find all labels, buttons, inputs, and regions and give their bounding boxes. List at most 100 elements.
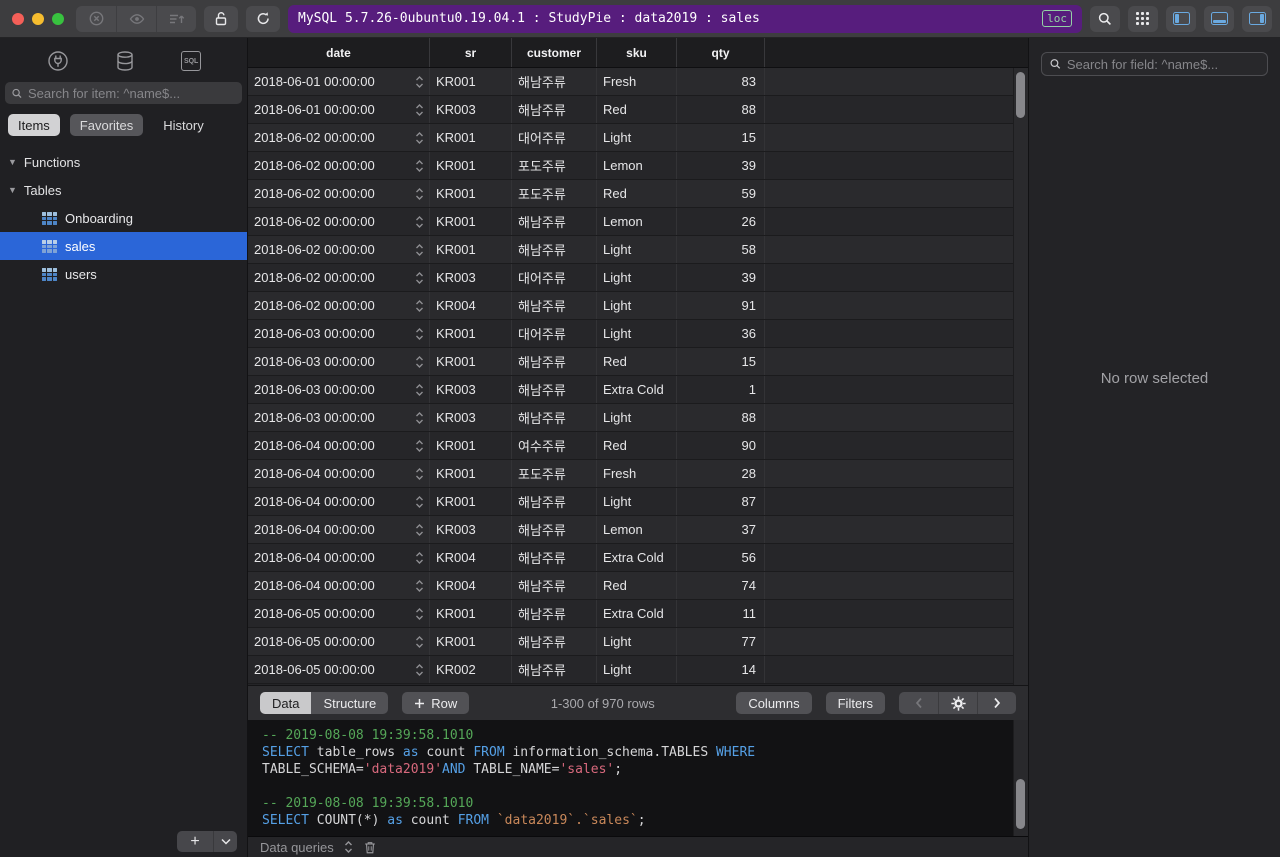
cell-qty[interactable]: 36 bbox=[677, 320, 765, 347]
cell-date[interactable]: 2018-06-02 00:00:00 bbox=[248, 152, 430, 179]
cell-sr[interactable]: KR003 bbox=[430, 376, 512, 403]
cell-sr[interactable]: KR004 bbox=[430, 572, 512, 599]
cell-sr[interactable]: KR001 bbox=[430, 208, 512, 235]
cell-qty[interactable]: 14 bbox=[677, 656, 765, 683]
cell-sku[interactable]: Light bbox=[597, 264, 677, 291]
up-down-stepper-icon[interactable] bbox=[415, 523, 424, 537]
up-down-stepper-icon[interactable] bbox=[415, 355, 424, 369]
cell-sr[interactable]: KR004 bbox=[430, 292, 512, 319]
cell-customer[interactable]: 해남주류 bbox=[512, 516, 597, 543]
cell-sr[interactable]: KR003 bbox=[430, 516, 512, 543]
close-window-button[interactable] bbox=[12, 12, 24, 25]
sidebar-item-sales[interactable]: sales bbox=[0, 232, 247, 260]
cell-qty[interactable]: 87 bbox=[677, 488, 765, 515]
cell-qty[interactable]: 88 bbox=[677, 96, 765, 123]
cell-date[interactable]: 2018-06-04 00:00:00 bbox=[248, 572, 430, 599]
cell-qty[interactable]: 39 bbox=[677, 264, 765, 291]
cell-customer[interactable]: 해남주류 bbox=[512, 236, 597, 263]
apps-grid-button[interactable] bbox=[1128, 5, 1158, 32]
cell-sku[interactable]: Lemon bbox=[597, 208, 677, 235]
sql-editor-icon[interactable]: SQL bbox=[181, 51, 202, 71]
toggle-left-panel-button[interactable] bbox=[1166, 5, 1196, 32]
cell-date[interactable]: 2018-06-03 00:00:00 bbox=[248, 404, 430, 431]
cell-date[interactable]: 2018-06-04 00:00:00 bbox=[248, 488, 430, 515]
cell-customer[interactable]: 해남주류 bbox=[512, 572, 597, 599]
cell-sku[interactable]: Lemon bbox=[597, 152, 677, 179]
up-down-stepper-icon[interactable] bbox=[415, 551, 424, 565]
up-down-stepper-icon[interactable] bbox=[415, 579, 424, 593]
table-row[interactable]: 2018-06-04 00:00:00 KR003 해남주류 Lemon 37 bbox=[248, 516, 1028, 544]
cell-date[interactable]: 2018-06-03 00:00:00 bbox=[248, 348, 430, 375]
up-down-stepper-icon[interactable] bbox=[415, 467, 424, 481]
up-down-stepper-icon[interactable] bbox=[415, 243, 424, 257]
sidebar-search-input[interactable] bbox=[28, 85, 236, 101]
tab-items[interactable]: Items bbox=[8, 114, 60, 136]
cell-qty[interactable]: 56 bbox=[677, 544, 765, 571]
cell-date[interactable]: 2018-06-04 00:00:00 bbox=[248, 460, 430, 487]
column-header-date[interactable]: date bbox=[248, 38, 430, 67]
up-down-stepper-icon[interactable] bbox=[415, 635, 424, 649]
cell-qty[interactable]: 59 bbox=[677, 180, 765, 207]
column-header-customer[interactable]: customer bbox=[512, 38, 597, 67]
preview-button[interactable] bbox=[116, 5, 156, 32]
cell-date[interactable]: 2018-06-02 00:00:00 bbox=[248, 124, 430, 151]
cell-date[interactable]: 2018-06-05 00:00:00 bbox=[248, 600, 430, 627]
cell-customer[interactable]: 해남주류 bbox=[512, 488, 597, 515]
cell-customer[interactable]: 포도주류 bbox=[512, 460, 597, 487]
cell-customer[interactable]: 대어주류 bbox=[512, 264, 597, 291]
up-down-stepper-icon[interactable] bbox=[415, 327, 424, 341]
cell-sr[interactable]: KR001 bbox=[430, 348, 512, 375]
cell-qty[interactable]: 91 bbox=[677, 292, 765, 319]
column-header-sr[interactable]: sr bbox=[430, 38, 512, 67]
cell-qty[interactable]: 83 bbox=[677, 68, 765, 95]
table-row[interactable]: 2018-06-02 00:00:00 KR001 포도주류 Red 59 bbox=[248, 180, 1028, 208]
up-down-stepper-icon[interactable] bbox=[415, 383, 424, 397]
cell-sku[interactable]: Light bbox=[597, 320, 677, 347]
field-search-input[interactable] bbox=[1066, 56, 1260, 72]
cell-customer[interactable]: 여수주류 bbox=[512, 432, 597, 459]
disconnect-button[interactable] bbox=[76, 6, 116, 32]
cell-date[interactable]: 2018-06-02 00:00:00 bbox=[248, 180, 430, 207]
cell-customer[interactable]: 해남주류 bbox=[512, 600, 597, 627]
table-row[interactable]: 2018-06-02 00:00:00 KR004 해남주류 Light 91 bbox=[248, 292, 1028, 320]
sql-log-scrollbar[interactable] bbox=[1013, 720, 1028, 836]
cell-sr[interactable]: KR001 bbox=[430, 320, 512, 347]
cell-sr[interactable]: KR001 bbox=[430, 432, 512, 459]
up-down-stepper-icon[interactable] bbox=[415, 159, 424, 173]
cell-qty[interactable]: 90 bbox=[677, 432, 765, 459]
cell-sku[interactable]: Extra Cold bbox=[597, 544, 677, 571]
cell-sr[interactable]: KR003 bbox=[430, 264, 512, 291]
cell-sr[interactable]: KR001 bbox=[430, 124, 512, 151]
cell-qty[interactable]: 26 bbox=[677, 208, 765, 235]
up-down-stepper-icon[interactable] bbox=[415, 75, 424, 89]
up-down-stepper-icon[interactable] bbox=[415, 103, 424, 117]
table-row[interactable]: 2018-06-02 00:00:00 KR003 대어주류 Light 39 bbox=[248, 264, 1028, 292]
column-header-qty[interactable]: qty bbox=[677, 38, 765, 67]
cell-sr[interactable]: KR002 bbox=[430, 656, 512, 683]
cell-sr[interactable]: KR001 bbox=[430, 600, 512, 627]
table-row[interactable]: 2018-06-01 00:00:00 KR001 해남주류 Fresh 83 bbox=[248, 68, 1028, 96]
cell-sku[interactable]: Fresh bbox=[597, 68, 677, 95]
table-row[interactable]: 2018-06-05 00:00:00 KR001 해남주류 Extra Col… bbox=[248, 600, 1028, 628]
cell-sku[interactable]: Light bbox=[597, 236, 677, 263]
cell-sku[interactable]: Red bbox=[597, 432, 677, 459]
cell-date[interactable]: 2018-06-02 00:00:00 bbox=[248, 236, 430, 263]
cell-sr[interactable]: KR003 bbox=[430, 404, 512, 431]
cell-qty[interactable]: 39 bbox=[677, 152, 765, 179]
cell-customer[interactable]: 해남주류 bbox=[512, 348, 597, 375]
cell-sku[interactable]: Light bbox=[597, 488, 677, 515]
up-down-stepper-icon[interactable] bbox=[415, 495, 424, 509]
up-down-stepper-icon[interactable] bbox=[415, 271, 424, 285]
table-scrollbar[interactable] bbox=[1013, 68, 1028, 685]
cell-customer[interactable]: 해남주류 bbox=[512, 208, 597, 235]
cell-sku[interactable]: Red bbox=[597, 348, 677, 375]
cell-qty[interactable]: 28 bbox=[677, 460, 765, 487]
cell-sku[interactable]: Light bbox=[597, 404, 677, 431]
toggle-bottom-panel-button[interactable] bbox=[1204, 5, 1234, 32]
cell-customer[interactable]: 해남주류 bbox=[512, 376, 597, 403]
database-icon[interactable] bbox=[113, 49, 137, 73]
cell-customer[interactable]: 포도주류 bbox=[512, 152, 597, 179]
table-row[interactable]: 2018-06-03 00:00:00 KR003 해남주류 Light 88 bbox=[248, 404, 1028, 432]
cell-customer[interactable]: 해남주류 bbox=[512, 404, 597, 431]
zoom-window-button[interactable] bbox=[52, 12, 64, 25]
